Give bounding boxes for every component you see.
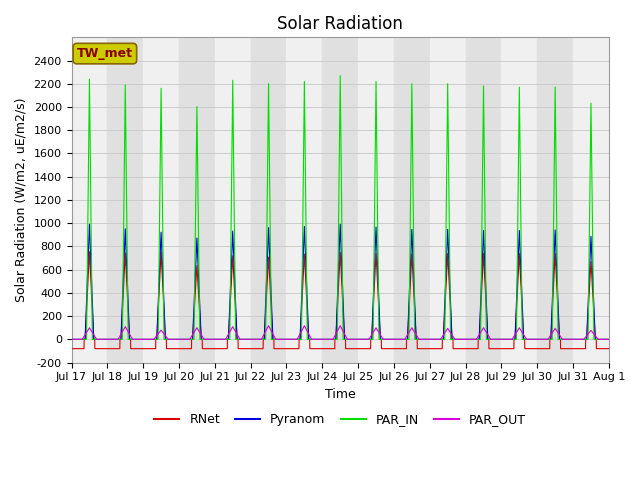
Bar [143, 37, 179, 362]
Bar [287, 37, 323, 362]
Y-axis label: Solar Radiation (W/m2, uE/m2/s): Solar Radiation (W/m2, uE/m2/s) [15, 98, 28, 302]
Legend: RNet, Pyranom, PAR_IN, PAR_OUT: RNet, Pyranom, PAR_IN, PAR_OUT [150, 408, 531, 431]
Bar [429, 37, 465, 362]
Bar [537, 37, 573, 362]
Bar [108, 37, 143, 362]
Bar [323, 37, 358, 362]
Bar [501, 37, 537, 362]
Bar [179, 37, 215, 362]
Bar [394, 37, 429, 362]
Bar [251, 37, 287, 362]
Bar [465, 37, 501, 362]
Bar [358, 37, 394, 362]
Text: TW_met: TW_met [77, 47, 133, 60]
Title: Solar Radiation: Solar Radiation [277, 15, 403, 33]
X-axis label: Time: Time [324, 388, 356, 401]
Bar [215, 37, 251, 362]
Bar [573, 37, 609, 362]
Bar [72, 37, 108, 362]
